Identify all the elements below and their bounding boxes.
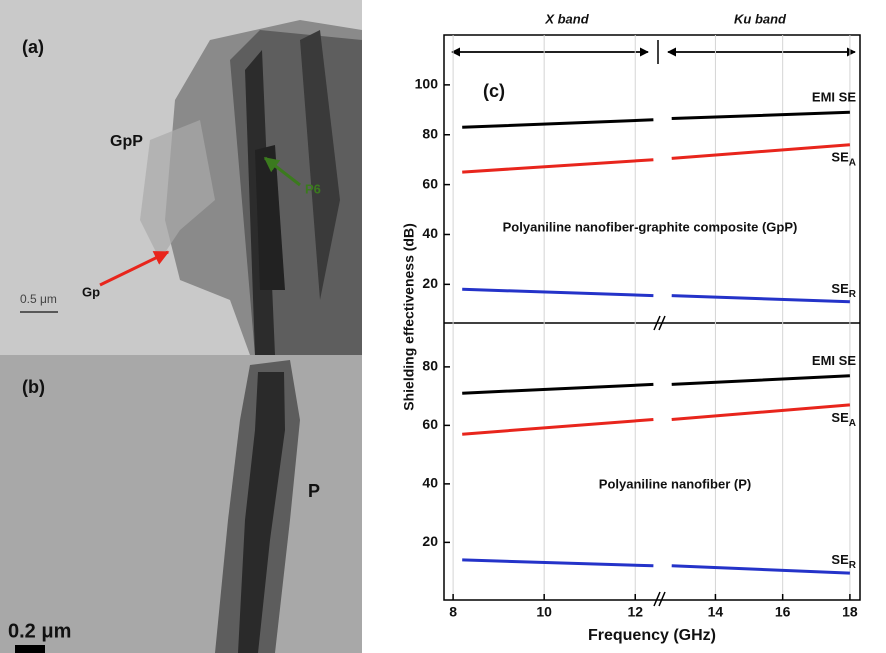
series-label: SER — [831, 553, 856, 571]
y-tick-label: 80 — [422, 125, 438, 141]
y-axis-title: Shielding effectiveness (dB) — [401, 223, 417, 410]
series-label: EMI SE — [812, 353, 856, 368]
y-tick-label: 20 — [422, 275, 438, 291]
y-tick-label: 80 — [422, 358, 438, 374]
panel-label: (c) — [483, 81, 505, 101]
series-label: EMI SE — [812, 90, 856, 105]
x-axis-title: Frequency (GHz) — [588, 627, 716, 644]
series-line — [462, 287, 850, 304]
scale-bar-label: 0.5 μm — [20, 292, 57, 306]
panel-label: (b) — [22, 377, 45, 397]
panel-label: (a) — [22, 37, 44, 57]
y-tick-label: 100 — [415, 76, 439, 92]
y-tick-label: 40 — [422, 225, 438, 241]
y-tick-label: 40 — [422, 475, 438, 491]
series-line — [462, 110, 850, 129]
series-line — [462, 558, 850, 575]
label: Gp — [82, 284, 100, 299]
series-line — [462, 374, 850, 395]
x-tick-label: 8 — [449, 604, 457, 620]
series-line — [462, 403, 851, 436]
y-tick-label: 60 — [422, 175, 438, 191]
series-label: SER — [831, 281, 856, 299]
micrograph-a: (a) GpP Gp P6 0.5 μm — [0, 0, 362, 355]
x-tick-label: 10 — [536, 604, 552, 620]
x-tick-label: 16 — [775, 604, 791, 620]
x-tick-label: 14 — [708, 604, 724, 620]
band-label: Ku band — [734, 11, 787, 26]
y-tick-label: 20 — [422, 533, 438, 549]
label: P6 — [305, 181, 321, 196]
series-line — [462, 143, 851, 174]
x-tick-label: 18 — [842, 604, 858, 620]
micrograph-b: (b) P 0.2 μm — [0, 355, 362, 653]
annotation: Polyaniline nanofiber-graphite composite… — [503, 219, 798, 234]
series-label: SEA — [831, 410, 856, 428]
band-label: X band — [544, 11, 589, 26]
x-tick-label: 12 — [627, 604, 643, 620]
label: P — [308, 481, 320, 501]
scale-bar-label: 0.2 μm — [8, 620, 71, 642]
annotation: Polyaniline nanofiber (P) — [599, 476, 751, 491]
label: GpP — [110, 133, 143, 150]
y-tick-label: 60 — [422, 416, 438, 432]
series-label: SEA — [831, 150, 856, 168]
